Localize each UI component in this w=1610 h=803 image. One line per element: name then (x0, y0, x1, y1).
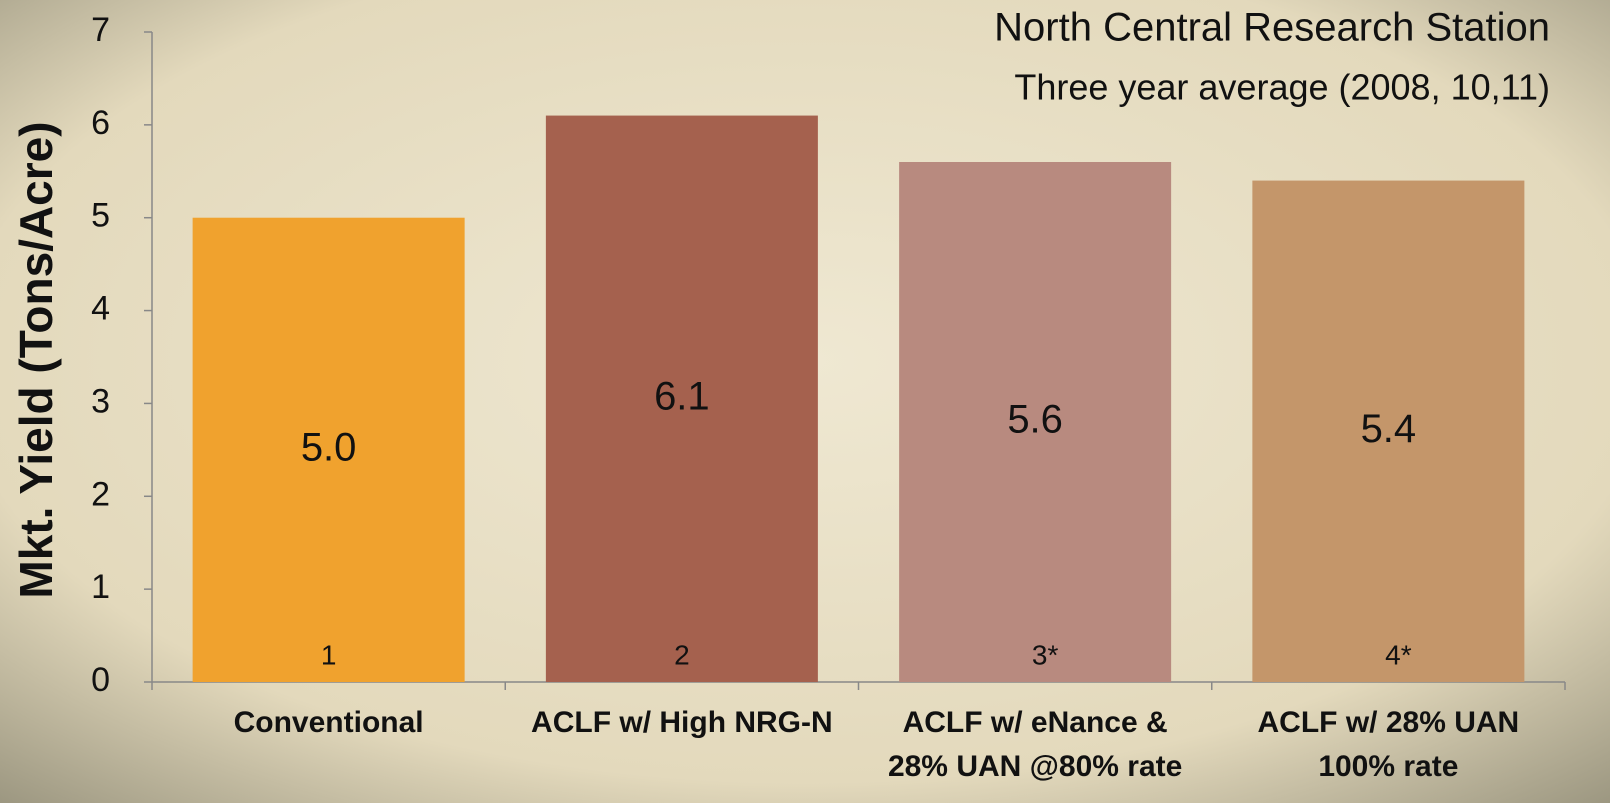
bar-number: 4* (1385, 639, 1412, 670)
y-tick-label: 0 (91, 661, 110, 699)
chart-subtitle: Three year average (2008, 10,11) (1014, 67, 1550, 108)
value-label: 5.4 (1361, 407, 1417, 451)
y-tick-label: 6 (91, 104, 110, 142)
x-tick-label: ACLF w/ 28% UAN (1258, 706, 1520, 739)
chart-title: North Central Research Station (994, 6, 1550, 50)
x-tick-label: ACLF w/ High NRG-N (531, 706, 833, 739)
chart: North Central Research Station Three yea… (0, 0, 1610, 803)
value-label: 5.6 (1007, 398, 1063, 442)
x-tick-label: Conventional (234, 706, 424, 739)
value-label: 6.1 (654, 374, 710, 418)
value-label: 5.0 (301, 425, 357, 469)
bar-number: 3* (1032, 639, 1059, 670)
y-tick-label: 3 (91, 382, 110, 420)
x-tick-label: ACLF w/ eNance & (903, 706, 1168, 739)
y-tick-label: 1 (91, 568, 110, 606)
y-axis-label: Mkt. Yield (Tons/Acre) (10, 121, 62, 598)
y-tick-label: 2 (91, 475, 110, 513)
bar-number: 2 (674, 639, 690, 670)
y-tick-label: 7 (91, 11, 110, 49)
y-tick-label: 4 (91, 290, 110, 328)
x-tick-label: 100% rate (1318, 750, 1458, 783)
x-tick-label: 28% UAN @80% rate (888, 750, 1182, 783)
y-tick-label: 5 (91, 197, 110, 235)
bar-number: 1 (321, 639, 337, 670)
